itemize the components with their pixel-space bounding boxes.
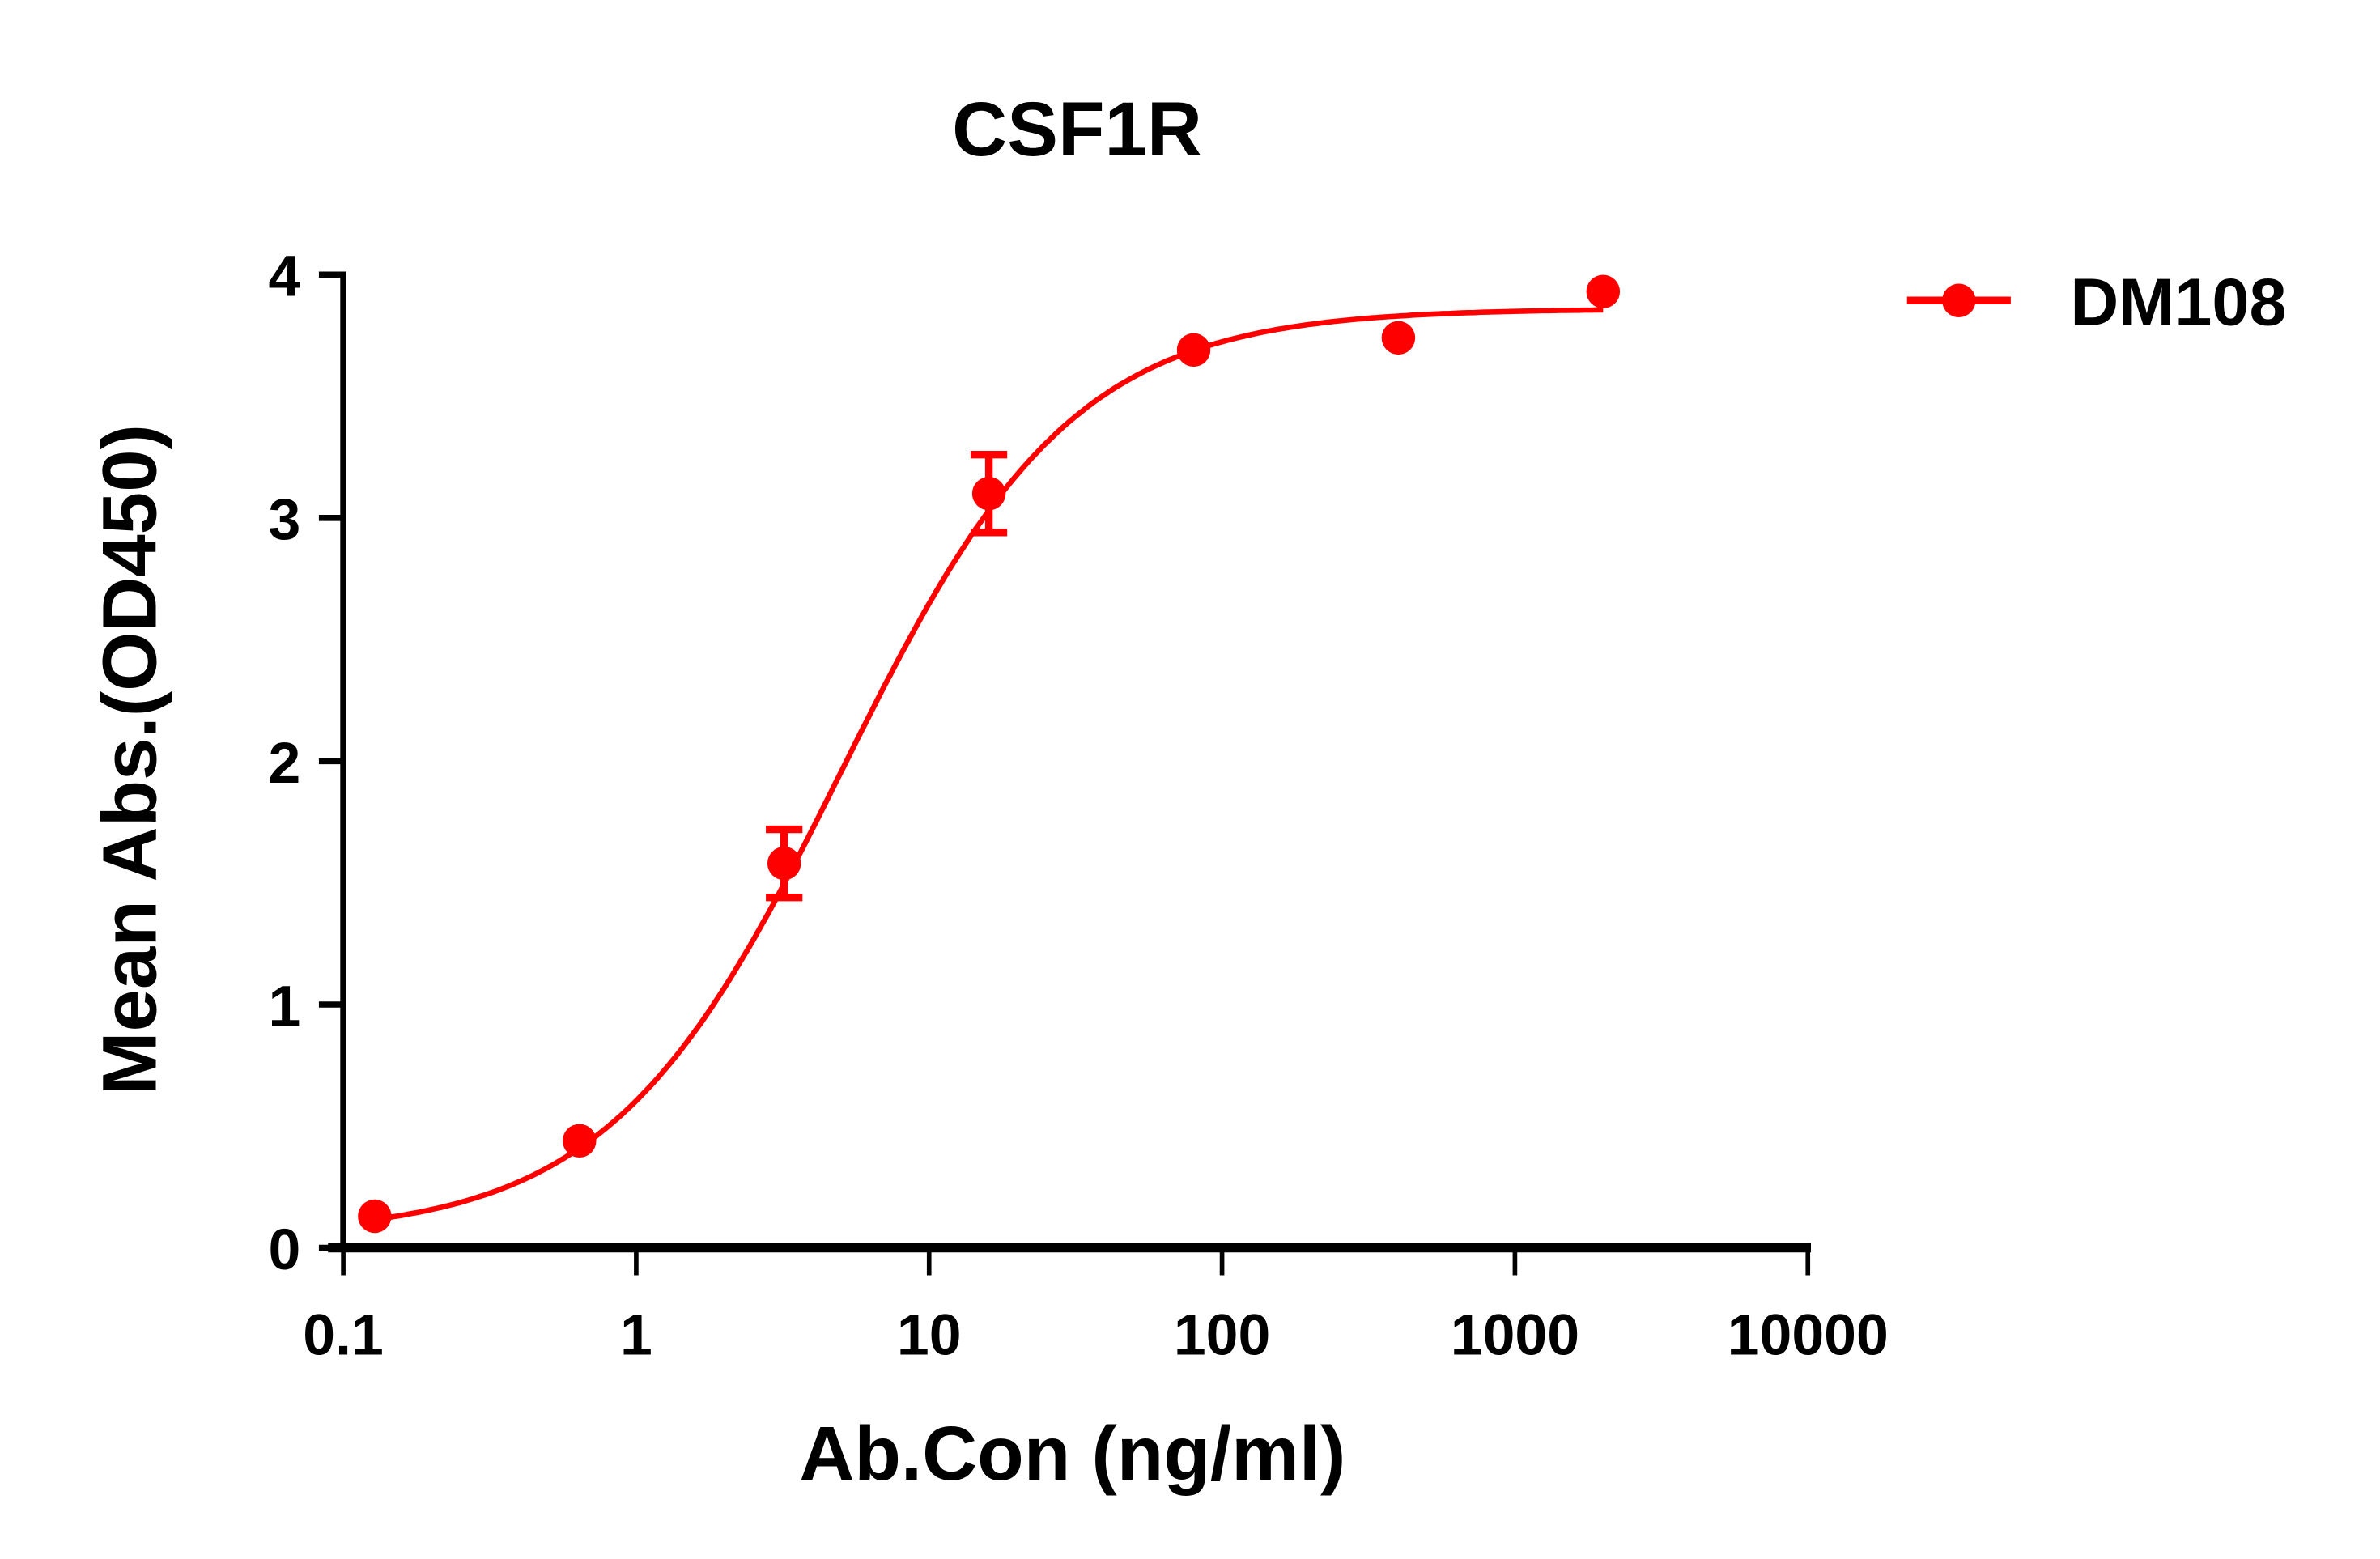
legend: DM108 bbox=[1906, 264, 2287, 339]
x-tick-label: 1000 bbox=[1451, 1302, 1579, 1367]
data-point bbox=[971, 477, 1006, 511]
axes: 0 1 2 3 4 0.1 1 10 100 1000 10000 bbox=[268, 244, 1888, 1368]
y-tick-label: 3 bbox=[268, 487, 300, 552]
data-point bbox=[563, 1124, 597, 1158]
data-point bbox=[1586, 274, 1621, 308]
data-point bbox=[767, 846, 801, 881]
legend-marker bbox=[1942, 283, 1976, 317]
x-tick-label: 100 bbox=[1174, 1302, 1270, 1367]
y-tick-label: 0 bbox=[268, 1217, 300, 1282]
y-tick-label: 2 bbox=[268, 731, 300, 796]
x-tick-label: 10000 bbox=[1728, 1302, 1889, 1367]
x-tick-label: 10 bbox=[897, 1302, 962, 1367]
legend-label: DM108 bbox=[2070, 264, 2286, 339]
x-axis-label: Ab.Con (ng/ml) bbox=[799, 1411, 1345, 1496]
chart-title: CSF1R bbox=[952, 87, 1202, 172]
data-point bbox=[1176, 333, 1211, 367]
y-tick-label: 4 bbox=[268, 244, 300, 309]
y-tick-label: 1 bbox=[268, 974, 300, 1039]
x-tick-label: 0.1 bbox=[303, 1302, 384, 1367]
fit-curve bbox=[374, 307, 1604, 1222]
plot-area bbox=[358, 274, 1621, 1234]
data-point bbox=[358, 1199, 392, 1234]
data-point bbox=[1381, 321, 1416, 355]
y-axis-label: Mean Abs.(OD450) bbox=[87, 424, 172, 1095]
x-tick-label: 1 bbox=[620, 1302, 652, 1367]
